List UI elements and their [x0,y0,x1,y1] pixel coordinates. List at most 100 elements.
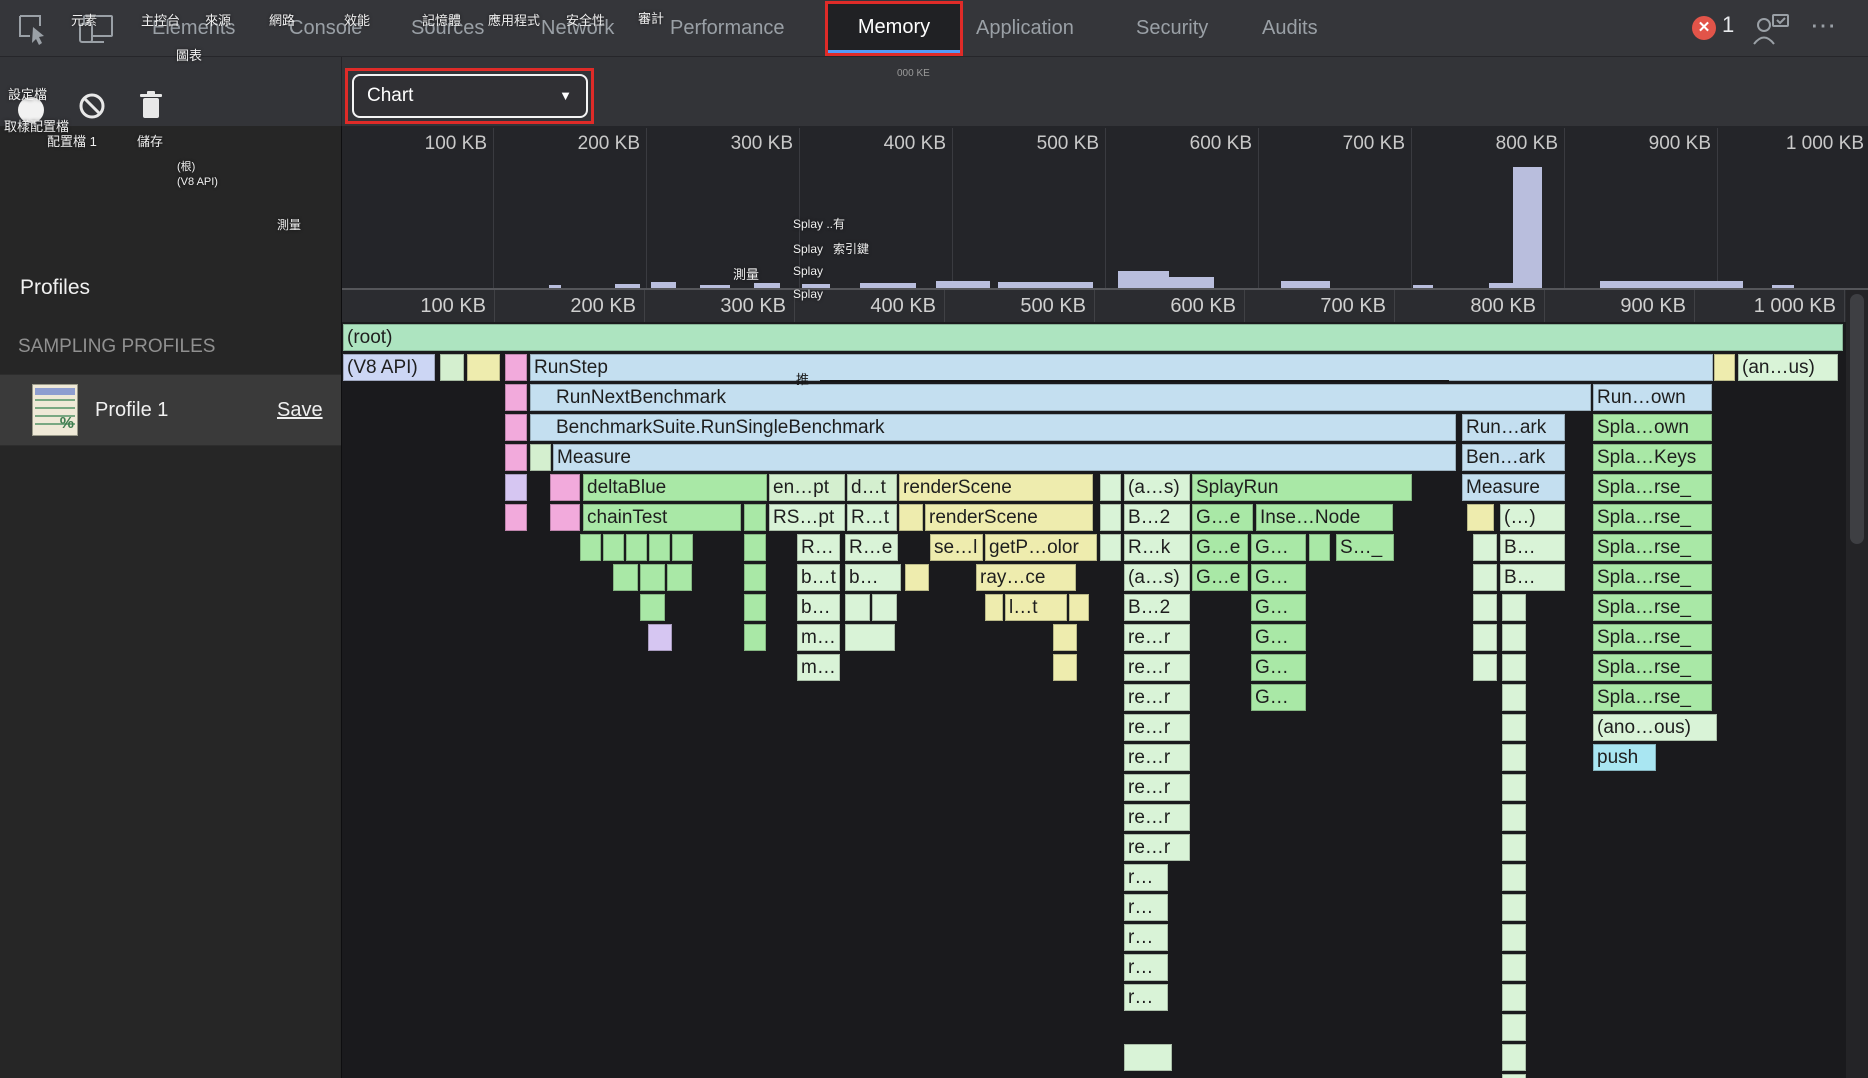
flame-node[interactable] [1502,744,1526,771]
flame-node[interactable]: en…pt [769,474,845,501]
flame-node[interactable] [505,444,527,471]
flame-node[interactable]: Spla…rse_ [1593,624,1712,651]
flame-node[interactable]: B…2 [1124,504,1190,531]
flame-node[interactable]: r… [1124,924,1168,951]
flame-node[interactable] [1100,504,1121,531]
flame-node[interactable]: r… [1124,894,1168,921]
flame-node[interactable] [1053,654,1077,681]
flame-node[interactable] [672,534,693,561]
flame-node[interactable] [905,564,929,591]
flame-node[interactable]: SplayRun [1192,474,1412,501]
flame-node[interactable] [1502,834,1526,861]
view-mode-select[interactable]: Chart ▼ [352,74,588,118]
flame-node[interactable] [1100,474,1121,501]
flame-node[interactable]: (V8 API) [343,354,435,381]
flame-node[interactable]: B… [1500,564,1565,591]
flame-node[interactable]: getP…olor [985,534,1097,561]
flame-node[interactable] [1100,534,1121,561]
flame-node[interactable]: Spla…rse_ [1593,534,1712,561]
flame-node[interactable] [1473,624,1497,651]
flame-node[interactable]: Measure [553,444,1456,471]
flame-node[interactable] [580,534,601,561]
flame-node[interactable]: re…r [1124,744,1190,771]
flame-node[interactable] [1473,534,1497,561]
flame-node[interactable]: RunStep [530,354,1713,381]
flame-node[interactable] [603,534,624,561]
flame-node[interactable] [1053,624,1077,651]
flame-node[interactable] [1502,924,1526,951]
flame-node[interactable]: (a…s) [1124,564,1190,591]
flame-node[interactable]: r… [1124,984,1168,1011]
flame-node[interactable]: (an…us) [1738,354,1838,381]
error-badge-icon[interactable]: ✕ [1692,16,1716,40]
flame-node[interactable]: G…e [1192,564,1248,591]
flame-node[interactable] [1502,864,1526,891]
save-profile-link[interactable]: Save [277,399,323,421]
flame-node[interactable] [845,624,895,651]
flame-node[interactable]: R…t [847,504,897,531]
tab-console[interactable]: Console [289,17,363,39]
flame-node[interactable]: G… [1251,534,1306,561]
flame-node[interactable] [505,474,527,501]
clear-all-icon[interactable] [78,92,106,120]
flame-node[interactable]: re…r [1124,774,1190,801]
inspect-element-icon[interactable] [16,12,50,46]
flame-node[interactable] [1502,774,1526,801]
flame-node[interactable] [1502,1074,1526,1078]
flame-node[interactable]: G… [1251,594,1306,621]
flame-node[interactable]: d…t [847,474,897,501]
flame-node[interactable]: G… [1251,564,1306,591]
flame-node[interactable]: Spla…rse_ [1593,594,1712,621]
flame-node[interactable] [1502,1014,1526,1041]
flame-node[interactable] [744,534,766,561]
flame-node[interactable] [744,594,766,621]
flame-node[interactable]: chainTest [583,504,741,531]
device-toolbar-icon[interactable] [76,12,118,48]
flame-node[interactable] [1502,654,1526,681]
flame-node[interactable] [899,504,923,531]
flame-node[interactable]: Measure [1462,474,1565,501]
flame-node[interactable] [1473,594,1497,621]
flame-node[interactable]: G…e [1192,534,1248,561]
flame-node[interactable]: R… [797,534,840,561]
flame-node[interactable]: re…r [1124,684,1190,711]
flame-node[interactable]: Spla…rse_ [1593,654,1712,681]
tab-application[interactable]: Application [976,17,1074,39]
flame-node[interactable]: BenchmarkSuite.RunSingleBenchmark [530,414,1456,441]
flame-node[interactable] [1502,894,1526,921]
flame-node[interactable]: Spla…rse_ [1593,504,1712,531]
flame-node[interactable] [1502,1044,1526,1071]
flame-node[interactable] [505,384,527,411]
flame-node[interactable]: push [1593,744,1656,771]
flame-node[interactable]: se…l [930,534,983,561]
tab-performance[interactable]: Performance [670,17,785,39]
flame-node[interactable] [640,594,665,621]
flame-node[interactable]: Run…ark [1462,414,1565,441]
flame-node[interactable]: R…e [845,534,898,561]
more-options-icon[interactable]: ⋯ [1810,10,1838,40]
flame-node[interactable]: re…r [1124,654,1190,681]
flame-node[interactable] [1473,564,1497,591]
flame-node[interactable] [505,414,527,441]
flame-node[interactable]: S…_ [1336,534,1394,561]
flame-node[interactable]: m… [797,654,840,681]
flame-node[interactable] [1502,684,1526,711]
flame-node[interactable] [872,594,897,621]
flame-node[interactable] [744,564,766,591]
flame-node[interactable] [1502,954,1526,981]
flame-node[interactable] [530,444,551,471]
flame-node[interactable]: Spla…own [1593,414,1712,441]
flame-node[interactable] [985,594,1003,621]
flame-node[interactable]: G… [1251,624,1306,651]
flame-node[interactable] [613,564,638,591]
flame-node[interactable]: (a…s) [1124,474,1190,501]
flame-node[interactable] [845,594,870,621]
flame-node[interactable]: ray…ce [976,564,1076,591]
flame-node[interactable] [744,504,766,531]
flame-node[interactable] [1069,594,1089,621]
flame-node[interactable]: renderScene [925,504,1093,531]
flame-node[interactable]: l…t [1005,594,1067,621]
tab-memory[interactable]: Memory [825,1,963,56]
flame-node[interactable]: Ben…ark [1462,444,1565,471]
flame-node[interactable]: renderScene [899,474,1093,501]
